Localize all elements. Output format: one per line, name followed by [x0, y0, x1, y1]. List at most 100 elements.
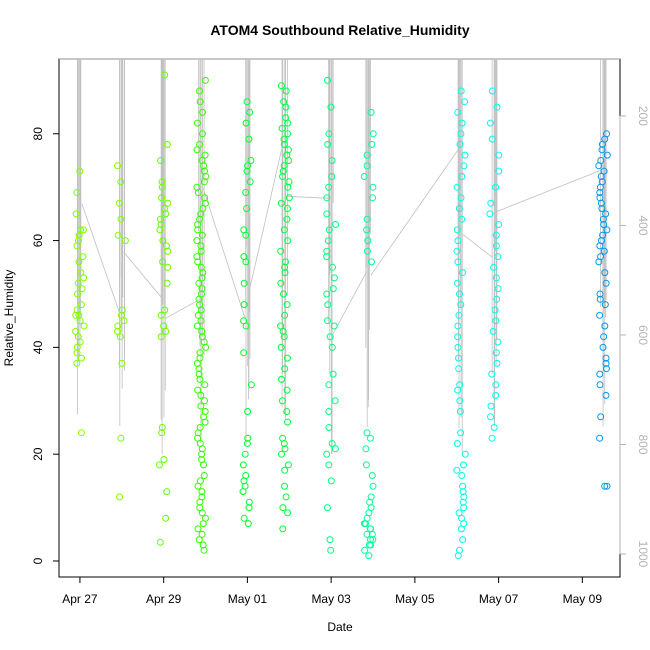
- data-point: [280, 226, 288, 234]
- data-point: [120, 317, 128, 325]
- data-point: [200, 472, 208, 479]
- data-point: [194, 311, 202, 319]
- data-point: [456, 290, 463, 298]
- data-point: [195, 279, 203, 287]
- data-point: [116, 333, 124, 341]
- data-point: [327, 103, 335, 111]
- data-point: [325, 226, 333, 234]
- data-point: [369, 130, 377, 138]
- data-point: [360, 173, 368, 180]
- data-point: [490, 424, 498, 431]
- data-point: [197, 402, 205, 410]
- data-point: [362, 461, 370, 469]
- data-point: [283, 386, 291, 394]
- data-point: [364, 237, 372, 245]
- data-point: [241, 450, 249, 458]
- data-point: [73, 189, 81, 196]
- data-point: [80, 274, 88, 282]
- trace-connector: [370, 148, 460, 276]
- data-point: [281, 445, 289, 453]
- data-point: [279, 434, 287, 442]
- data-point: [327, 477, 335, 485]
- data-point: [115, 199, 123, 207]
- data-point: [487, 199, 495, 207]
- data-point: [117, 215, 125, 223]
- data-point: [455, 354, 463, 362]
- data-point: [156, 538, 164, 546]
- data-point: [331, 445, 339, 453]
- data-point: [277, 247, 285, 255]
- data-point: [493, 103, 501, 111]
- data-point: [492, 274, 500, 282]
- data-point: [487, 413, 494, 421]
- data-point: [198, 231, 206, 239]
- data-point: [196, 87, 203, 95]
- data-point: [198, 290, 205, 298]
- data-point: [486, 210, 494, 218]
- data-point: [368, 472, 376, 479]
- data-point: [602, 359, 610, 367]
- data-point: [194, 386, 202, 394]
- data-point: [196, 98, 204, 106]
- data-point: [243, 440, 251, 447]
- data-point: [596, 189, 604, 196]
- data-point: [162, 242, 170, 250]
- data-point: [330, 274, 338, 282]
- data-point: [492, 242, 500, 250]
- data-point: [78, 285, 86, 293]
- data-point: [121, 237, 129, 245]
- data-point: [78, 354, 85, 362]
- data-point: [282, 114, 290, 122]
- data-point: [492, 381, 500, 389]
- data-point: [323, 290, 331, 298]
- data-point: [367, 493, 375, 501]
- data-point: [363, 247, 371, 255]
- data-point: [72, 210, 80, 218]
- data-point: [283, 408, 291, 415]
- data-point: [194, 258, 202, 266]
- data-point: [330, 322, 338, 330]
- data-point: [362, 445, 370, 453]
- data-point: [281, 466, 289, 474]
- data-point: [158, 178, 166, 186]
- data-point: [454, 343, 462, 351]
- data-point: [118, 359, 126, 367]
- data-point: [596, 295, 604, 303]
- data-point: [460, 162, 468, 170]
- data-point: [329, 370, 337, 378]
- data-point: [201, 151, 209, 159]
- data-point: [461, 98, 469, 106]
- data-point: [193, 237, 201, 245]
- x-tick-label: May 05: [395, 592, 435, 606]
- data-point: [487, 402, 495, 410]
- data-point: [284, 418, 292, 426]
- data-point: [245, 135, 253, 143]
- data-point: [196, 504, 204, 512]
- trace-connector: [165, 299, 200, 319]
- data-point: [495, 167, 503, 175]
- data-point: [458, 472, 466, 479]
- data-point: [246, 178, 254, 186]
- data-point: [361, 546, 369, 554]
- data-point: [488, 434, 496, 442]
- data-point: [158, 183, 166, 191]
- data-point: [157, 157, 165, 164]
- data-point: [453, 183, 461, 191]
- data-point: [369, 482, 377, 490]
- data-point: [461, 151, 469, 159]
- data-point: [198, 285, 206, 293]
- data-point: [323, 194, 331, 202]
- data-point: [324, 76, 331, 84]
- data-point: [155, 461, 163, 469]
- data-points: [72, 71, 611, 560]
- data-point: [195, 370, 203, 378]
- data-point: [331, 397, 339, 405]
- data-point: [244, 162, 251, 170]
- data-point: [597, 413, 605, 421]
- data-point: [453, 279, 461, 287]
- data-point: [197, 247, 205, 255]
- data-point: [491, 306, 499, 314]
- data-point: [363, 162, 371, 170]
- data-point: [196, 215, 204, 223]
- data-point: [77, 301, 85, 309]
